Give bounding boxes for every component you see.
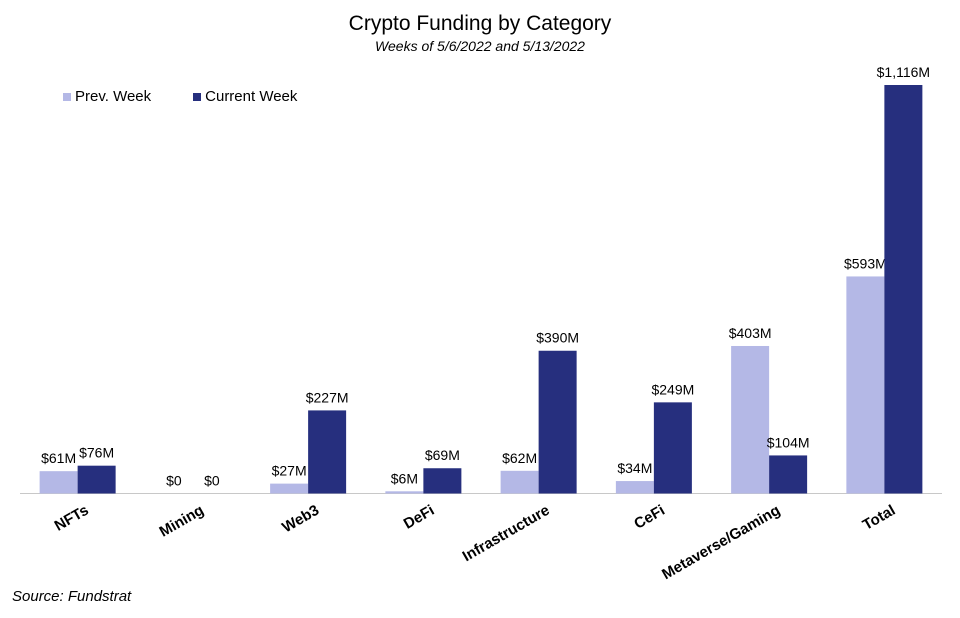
data-label-prev-week-1: $0 <box>166 473 182 489</box>
category-label-1: Mining <box>157 502 207 541</box>
bar-current-week-2 <box>308 410 347 494</box>
bar-current-week-7 <box>884 85 923 494</box>
legend-label-prev-week: Prev. Week <box>75 88 152 105</box>
bar-current-week-0 <box>77 465 116 494</box>
legend: Prev. Week Current Week <box>63 88 339 105</box>
bar-current-week-4 <box>538 350 577 494</box>
legend-label-current-week: Current Week <box>205 88 298 105</box>
bar-prev-week-5 <box>615 481 654 494</box>
chart-title: Crypto Funding by Category <box>348 12 612 35</box>
data-label-prev-week-6: $403M <box>729 325 772 341</box>
category-label-5: CeFi <box>631 502 668 533</box>
category-label-4: Infrastructure <box>460 502 553 565</box>
bar-prev-week-2 <box>270 483 309 494</box>
legend-swatch-prev-week <box>63 92 71 101</box>
data-label-current-week-6: $104M <box>767 434 810 450</box>
legend-item-prev-week: Prev. Week <box>63 88 151 105</box>
data-label-prev-week-2: $27M <box>272 463 307 479</box>
data-label-prev-week-4: $62M <box>502 450 537 466</box>
data-label-current-week-7: $1,116M <box>877 64 930 80</box>
bar-prev-week-3 <box>385 491 424 494</box>
bar-prev-week-6 <box>731 345 770 494</box>
data-label-current-week-2: $227M <box>306 389 349 405</box>
data-label-current-week-1: $0 <box>204 473 220 489</box>
bar-prev-week-0 <box>39 471 78 494</box>
bar-prev-week-7 <box>846 276 885 494</box>
data-label-prev-week-5: $34M <box>617 460 652 476</box>
bar-current-week-3 <box>423 468 462 494</box>
bar-current-week-5 <box>653 402 692 494</box>
data-label-prev-week-0: $61M <box>41 450 76 466</box>
category-label-7: Total <box>860 502 899 534</box>
bar-prev-week-4 <box>500 470 539 494</box>
data-label-prev-week-3: $6M <box>391 470 418 486</box>
legend-item-current-week: Current Week <box>193 88 297 105</box>
chart-subtitle: Weeks of 5/6/2022 and 5/13/2022 <box>375 38 585 54</box>
source-note: Source: Fundstrat <box>12 588 132 605</box>
data-label-current-week-3: $69M <box>425 447 460 463</box>
category-label-3: DeFi <box>401 502 438 533</box>
data-label-current-week-0: $76M <box>79 445 114 461</box>
data-label-prev-week-7: $593M <box>844 255 887 271</box>
bar-current-week-6 <box>769 455 808 494</box>
data-label-current-week-4: $390M <box>536 330 579 346</box>
category-label-2: Web3 <box>279 502 322 537</box>
data-label-current-week-5: $249M <box>651 381 694 397</box>
category-label-6: Metaverse/Gaming <box>659 502 783 583</box>
legend-swatch-current-week <box>193 92 202 101</box>
category-label-0: NFTs <box>52 502 92 535</box>
